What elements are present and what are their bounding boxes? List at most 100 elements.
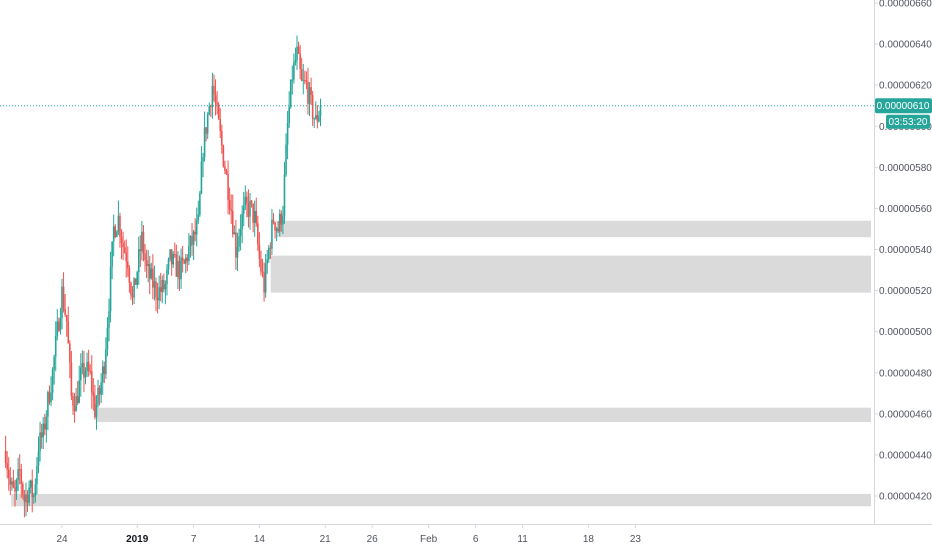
candle [97, 379, 99, 408]
candle-body [230, 209, 232, 211]
candle-body [101, 366, 104, 383]
candle [120, 229, 123, 260]
candle-body [159, 287, 162, 292]
candle [269, 242, 272, 260]
candle-body [78, 380, 81, 403]
candle [56, 309, 59, 341]
x-tick-label: 26 [367, 534, 379, 545]
candle [199, 190, 201, 217]
candle [241, 205, 243, 244]
candle-body [17, 469, 19, 481]
candle-body [106, 327, 109, 350]
candle [238, 228, 240, 252]
y-tick-label: 0.00000440 [879, 450, 932, 461]
candle-body [227, 174, 229, 201]
y-tick-label: 0.00000580 [879, 163, 932, 174]
candle [89, 364, 91, 375]
candle [257, 215, 259, 251]
y-axis[interactable]: 0.000006600.000006400.000006200.00000600… [874, 0, 932, 503]
candle-body [274, 222, 276, 231]
candle-body [65, 314, 68, 322]
candle [307, 67, 309, 115]
candle [159, 272, 162, 302]
candle [109, 251, 112, 323]
y-tick-label: 0.00000620 [879, 81, 932, 92]
candle-body [51, 369, 54, 393]
candle-body [131, 295, 134, 298]
x-tick-label: 7 [191, 534, 197, 545]
candle-body [152, 268, 154, 288]
candle-body [175, 254, 178, 277]
candle-body [94, 395, 96, 418]
candle-body [111, 241, 113, 267]
candle [9, 467, 12, 496]
candle [246, 191, 248, 218]
candle-body [89, 371, 91, 373]
x-tick-label: 21 [320, 534, 332, 545]
candle [289, 79, 292, 109]
candle-body [242, 205, 245, 214]
candle-body [42, 423, 44, 438]
candle-body [261, 271, 264, 273]
candle [36, 457, 38, 495]
candle-body [141, 231, 143, 252]
candle-body [199, 193, 201, 215]
candle-body [34, 484, 37, 496]
candle-body [153, 281, 156, 288]
candle-body [92, 392, 95, 396]
candle-body [33, 495, 35, 498]
candle [150, 262, 153, 280]
y-tick-label: 0.00000560 [879, 204, 932, 215]
candle [205, 126, 207, 142]
candle [221, 124, 223, 154]
candle [31, 469, 34, 513]
candle [17, 457, 19, 491]
candle [208, 102, 211, 116]
candle [114, 224, 117, 239]
candle-body [208, 106, 211, 115]
candle [210, 104, 212, 118]
candle-body [210, 106, 212, 108]
candle [141, 220, 143, 261]
candle-body [76, 396, 79, 403]
candle-body [241, 213, 243, 229]
candle [76, 381, 79, 406]
candle [181, 245, 184, 273]
candle [58, 317, 60, 332]
candle [69, 340, 71, 379]
candle [26, 490, 29, 512]
candle [308, 82, 311, 117]
candle [296, 35, 298, 70]
candle-body [108, 311, 110, 328]
y-tick-label: 0.00000420 [879, 492, 932, 503]
candle-body [222, 145, 225, 167]
candle-body [28, 487, 30, 503]
candle [216, 91, 218, 115]
candle [278, 209, 281, 237]
candle [108, 298, 110, 342]
candle-body [84, 371, 87, 378]
candle [45, 410, 48, 443]
candle [95, 395, 98, 430]
candle-body [70, 362, 73, 396]
candle-body [195, 220, 198, 235]
candle [255, 197, 258, 227]
candle [261, 258, 264, 278]
candle-body [308, 87, 311, 104]
candle-body [69, 343, 71, 363]
candle [94, 384, 96, 420]
candle-body [258, 244, 261, 259]
candle [37, 436, 40, 474]
candle-body [316, 115, 319, 122]
candle-body [81, 362, 84, 368]
candle-body [97, 387, 99, 405]
candle-body [39, 432, 41, 452]
candle-body [64, 308, 66, 315]
candle [180, 248, 182, 289]
candle-body [307, 81, 309, 104]
candle-body [50, 392, 52, 403]
candle [40, 423, 43, 449]
x-axis[interactable]: 24 2019 7 14 21 26 Feb 6 11 18 23 [56, 524, 641, 545]
candle [242, 191, 245, 227]
